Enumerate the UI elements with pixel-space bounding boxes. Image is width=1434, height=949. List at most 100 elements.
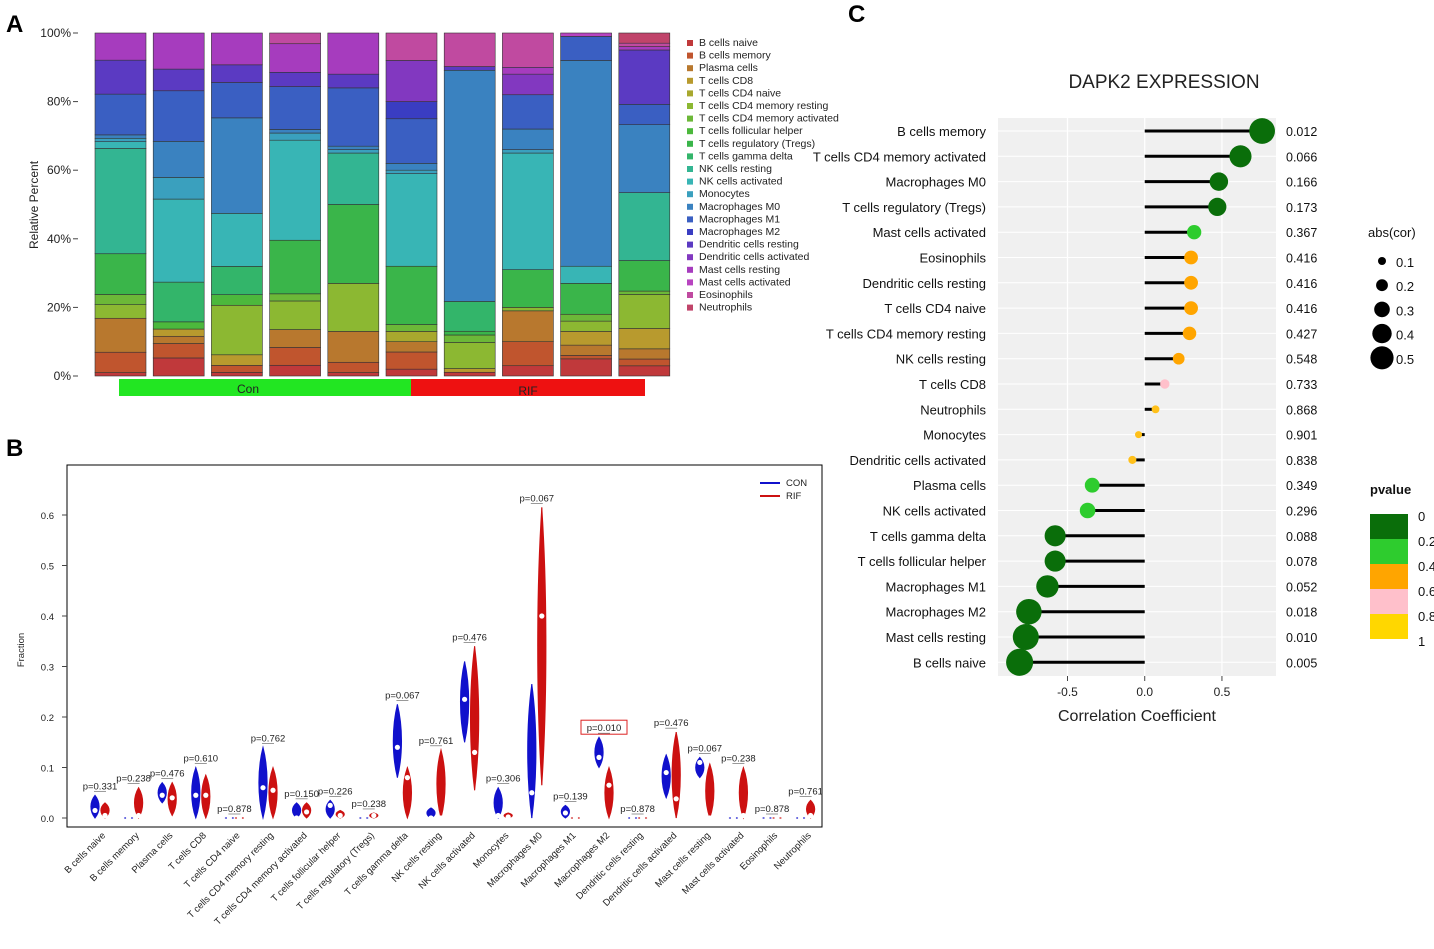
- p-value-label: p=0.067: [385, 690, 420, 701]
- y-tick-label: 100%: [40, 26, 71, 40]
- stack-segment: [269, 129, 321, 134]
- stack-segment: [94, 304, 147, 319]
- row-p-value: 0.173: [1286, 201, 1317, 215]
- p-value-label: p=0.476: [452, 632, 487, 643]
- x-category-label: NK cells activated: [417, 830, 478, 891]
- stack-segment: [618, 46, 671, 51]
- legend-swatch: [687, 52, 693, 59]
- lollipop-dot: [1012, 623, 1039, 651]
- lollipop-dot: [1006, 648, 1034, 676]
- p-value-label: p=0.762: [251, 733, 286, 744]
- stack-segment: [152, 343, 205, 359]
- stack-segment: [618, 294, 671, 329]
- stack-segment: [269, 364, 321, 377]
- lollipop-dot: [1044, 550, 1066, 572]
- legend-swatch: [687, 166, 693, 172]
- violin-con-median: [764, 815, 770, 821]
- violin-con-median: [193, 792, 199, 798]
- stack-segment: [502, 310, 554, 342]
- legend-swatch: [687, 65, 693, 72]
- stack-segment: [94, 148, 147, 255]
- violin-rif-median: [404, 775, 410, 781]
- y-tick-label: 0.2: [41, 713, 54, 724]
- row-label: Mast cells resting: [886, 630, 986, 645]
- stack-segment: [560, 283, 612, 315]
- violin-con-median: [294, 815, 300, 821]
- stack-segment: [385, 265, 438, 325]
- stack-segment: [94, 32, 147, 61]
- legend-label: NK cells resting: [699, 163, 772, 175]
- p-value-label: p=0.150: [284, 789, 319, 800]
- stack-segment: [269, 139, 321, 241]
- panel-letter-c: C: [848, 1, 865, 28]
- stack-segment: [443, 69, 496, 302]
- stack-segment: [94, 134, 147, 139]
- stack-segment: [560, 265, 612, 284]
- p-value-label: p=0.878: [620, 804, 655, 815]
- violin-rif-median: [102, 812, 108, 819]
- legend-label: CON: [786, 478, 807, 489]
- stack-segment: [327, 149, 380, 154]
- stack-segment: [385, 351, 438, 370]
- row-label: Dendritic cells activated: [849, 453, 986, 468]
- stack-segment: [502, 269, 554, 308]
- stack-segment: [327, 372, 380, 377]
- legend-swatch: [687, 229, 693, 235]
- lollipop-dot: [1044, 525, 1066, 547]
- violin-con-median: [327, 802, 333, 808]
- violin-rif-median: [606, 782, 612, 788]
- legend-swatch: [687, 203, 693, 210]
- violin-con-median: [663, 769, 669, 776]
- stack-segment: [502, 73, 554, 96]
- row-p-value: 0.018: [1286, 606, 1317, 620]
- row-label: T cells CD4 memory activated: [813, 149, 986, 164]
- row-label: B cells naive: [913, 655, 986, 670]
- stack-segment: [94, 93, 147, 136]
- y-tick-label: 0.1: [41, 764, 54, 775]
- panel-a-stacked-bar-chart: Relative Percent 0% 20% 40% 60% 80% 100% Con R…: [27, 26, 839, 398]
- size-legend-dot: [1378, 257, 1386, 265]
- stack-segment: [385, 101, 438, 120]
- stack-segment: [560, 344, 612, 356]
- row-label: T cells gamma delta: [870, 529, 987, 544]
- color-legend-label: 0.2: [1418, 534, 1434, 549]
- color-legend-band: [1370, 539, 1408, 564]
- legend-label: RIF: [786, 491, 802, 502]
- legend-label: B cells memory: [699, 50, 772, 62]
- lollipop-dot: [1208, 197, 1227, 217]
- y-tick-label: 0.6: [41, 511, 54, 522]
- stack-segment: [94, 141, 147, 149]
- stack-segment: [211, 294, 263, 306]
- stack-segment: [211, 365, 263, 373]
- lollipop-dot: [1184, 250, 1198, 265]
- stack-segment: [152, 198, 205, 283]
- color-legend-label: 0.6: [1418, 584, 1434, 599]
- violin-con-median: [630, 815, 636, 821]
- size-legend-label: 0.2: [1396, 279, 1414, 294]
- row-label: T cells CD4 memory resting: [826, 326, 986, 341]
- legend-label: Monocytes: [699, 188, 750, 200]
- row-label: NK cells activated: [883, 504, 986, 519]
- violin-rif-median: [640, 815, 646, 821]
- legend-swatch: [687, 128, 693, 135]
- panel-c-lollipop-chart: DAPK2 EXPRESSION B cells memory 0.012 T ce…: [813, 72, 1434, 725]
- size-legend-label: 0.4: [1396, 328, 1414, 343]
- x-tick-label: 0.5: [1214, 685, 1231, 699]
- stack-segment: [327, 87, 380, 147]
- row-p-value: 0.901: [1286, 429, 1317, 443]
- stack-segment: [211, 372, 263, 377]
- color-legend-title: pvalue: [1370, 482, 1411, 497]
- stack-segment: [327, 204, 380, 284]
- row-label: Mast cells activated: [873, 225, 986, 240]
- legend-swatch: [687, 279, 693, 286]
- violin-con-median: [798, 815, 804, 821]
- stack-segment: [443, 371, 496, 377]
- stack-segment: [385, 60, 438, 102]
- legend-label: B cells naive: [699, 37, 758, 49]
- stack-segment: [618, 365, 671, 377]
- legend-swatch: [687, 241, 693, 248]
- panel-letter-a: A: [6, 11, 23, 38]
- violin-con-median: [529, 790, 535, 796]
- stack-segment: [502, 94, 554, 130]
- legend-swatch: [687, 140, 693, 147]
